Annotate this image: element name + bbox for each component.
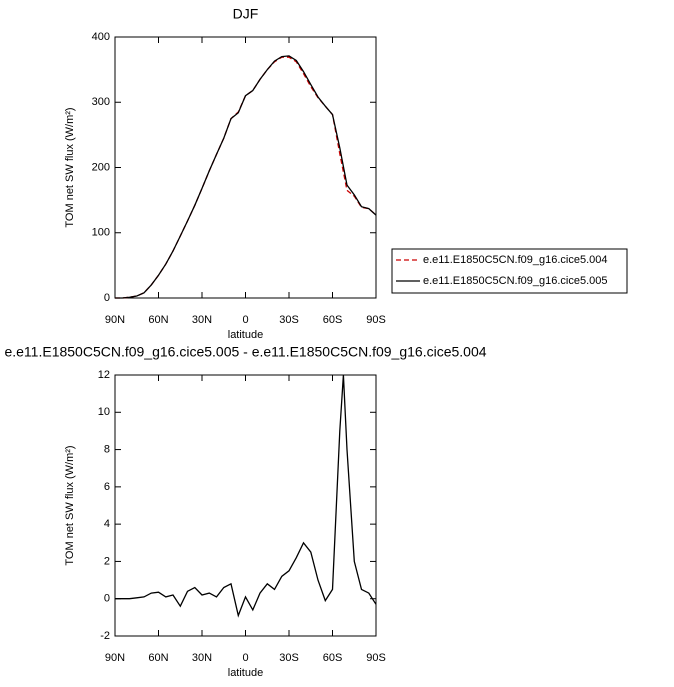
y-axis-label: TOM net SW flux (W/m²) bbox=[64, 445, 76, 565]
y-axis-label: TOM net SW flux (W/m²) bbox=[64, 107, 76, 227]
series-line bbox=[115, 374, 377, 618]
x-tick-label: 60S bbox=[323, 652, 343, 664]
y-tick-label: 200 bbox=[92, 161, 110, 173]
y-tick-label: 2 bbox=[104, 555, 110, 567]
chart-title: DJF bbox=[233, 6, 259, 22]
y-tick-label: 400 bbox=[92, 31, 110, 43]
y-tick-label: 300 bbox=[92, 96, 110, 108]
x-tick-label: 30N bbox=[192, 652, 212, 664]
y-tick-label: -2 bbox=[100, 630, 110, 642]
y-tick-label: 0 bbox=[104, 593, 110, 605]
plot-frame bbox=[114, 36, 377, 299]
y-tick-label: 8 bbox=[104, 443, 110, 455]
x-tick-label: 90S bbox=[366, 314, 386, 326]
x-tick-label: 90S bbox=[366, 652, 386, 664]
x-tick-label: 60N bbox=[148, 314, 168, 326]
x-axis-label: latitude bbox=[228, 667, 263, 679]
x-tick-label: 30S bbox=[279, 314, 299, 326]
x-axis-label: latitude bbox=[228, 329, 263, 341]
chart-title: e.e11.E1850C5CN.f09_g16.cice5.005 - e.e1… bbox=[4, 344, 486, 360]
legend-box bbox=[391, 248, 628, 294]
legend-label: e.e11.E1850C5CN.f09_g16.cice5.004 bbox=[423, 254, 608, 266]
y-tick-label: 100 bbox=[92, 227, 110, 239]
y-tick-label: 6 bbox=[104, 481, 110, 493]
x-tick-label: 0 bbox=[242, 652, 248, 664]
x-tick-label: 90N bbox=[105, 314, 125, 326]
x-tick-label: 90N bbox=[105, 652, 125, 664]
x-tick-label: 60N bbox=[148, 652, 168, 664]
y-tick-label: 4 bbox=[104, 518, 110, 530]
y-tick-label: 10 bbox=[98, 406, 110, 418]
series-line bbox=[115, 56, 377, 299]
series-line bbox=[115, 55, 377, 299]
y-tick-label: 12 bbox=[98, 369, 110, 381]
legend-label: e.e11.E1850C5CN.f09_g16.cice5.005 bbox=[423, 275, 608, 287]
x-tick-label: 30N bbox=[192, 314, 212, 326]
y-tick-label: 0 bbox=[104, 292, 110, 304]
x-tick-label: 0 bbox=[242, 314, 248, 326]
x-tick-label: 60S bbox=[323, 314, 343, 326]
x-tick-label: 30S bbox=[279, 652, 299, 664]
